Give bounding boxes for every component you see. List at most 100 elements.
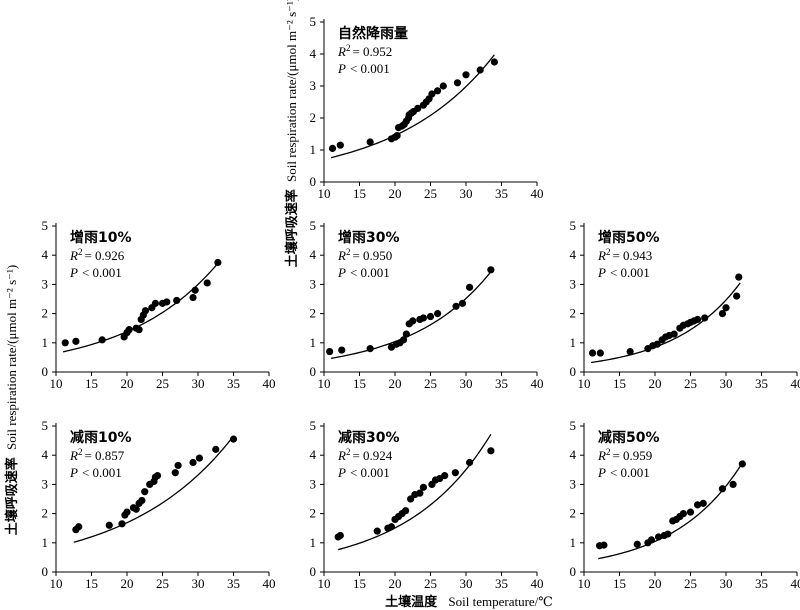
y-tick-label: 0 [42,564,49,579]
y-tick-label: 4 [310,447,317,462]
data-point [409,317,417,325]
data-point [171,469,179,477]
x-tick-label: 25 [424,576,437,591]
p-annotation: P < 0.001 [69,265,122,280]
panel-title: 减雨50% [598,429,660,446]
x-tick-label: 20 [121,376,134,391]
data-point [387,523,396,531]
x-tick-label: 40 [791,376,800,391]
y-tick-label: 4 [42,247,49,262]
panel-title: 增雨10% [70,229,132,246]
data-point [123,508,131,516]
y-tick-label: 2 [310,506,317,521]
x-tick-label: 30 [460,186,473,201]
data-point [229,435,238,443]
panel-title: 增雨30% [338,229,400,246]
x-tick-label: 20 [121,576,134,591]
y-tick-label: 5 [42,418,49,433]
data-point [722,304,730,312]
y-tick-label: 2 [570,306,577,321]
fit-curve [73,435,235,543]
x-tick-label: 20 [389,576,402,591]
data-point [694,315,702,324]
data-point [118,520,126,528]
data-point [738,460,746,468]
data-point [453,79,462,87]
data-point [72,337,80,345]
data-point [203,279,211,287]
lower-y-axis-label-en: Soil respiration rate/(μmol m⁻² s⁻¹) [4,265,19,450]
p-annotation: P < 0.001 [69,465,122,480]
data-point [328,144,337,152]
y-tick-label: 4 [570,247,577,262]
data-point [416,489,424,497]
x-tick-label: 25 [684,376,697,391]
data-point [653,340,661,348]
r2-annotation: R2 = 0.943 [597,247,652,263]
r2-annotation: R2 = 0.952 [337,43,392,59]
top-y-axis-label-en: Soil respiration rate/(μmol m⁻² s⁻¹) [284,0,299,182]
x-tick-label: 35 [495,576,508,591]
y-tick-label: 3 [570,476,577,491]
r2-annotation: R2 = 0.950 [337,247,392,263]
y-tick-label: 3 [42,276,49,291]
data-point [434,310,442,318]
x-tick-label: 15 [613,576,626,591]
x-tick-label: 10 [318,376,331,391]
x-tick-label: 15 [613,376,626,391]
data-point [189,293,197,302]
y-tick-label: 5 [42,218,49,233]
data-point [626,347,634,356]
y-tick-label: 0 [310,364,317,379]
x-tick-label: 20 [649,376,662,391]
data-point [476,66,484,74]
y-tick-label: 2 [42,506,49,521]
panel-3: 10 15 20 25 30 35 40 0 1 2 3 4 5 增雨30%R2 = 0.950 P < 0.0… [310,218,544,391]
x-axis-label-cn: 土壤温度 [385,594,438,610]
data-point [487,266,495,274]
data-point [402,330,410,338]
y-tick-label: 0 [310,174,317,189]
data-point [694,501,702,509]
x-tick-label: 10 [50,576,63,591]
x-tick-label: 40 [531,186,544,201]
x-tick-label: 15 [85,576,98,591]
panel-title: 减雨30% [338,429,400,446]
panel-6: 10 15 20 25 30 35 40 0 1 2 3 4 5 减雨30%R2 = 0.924 P < 0.0… [310,418,544,591]
y-tick-label: 0 [42,364,49,379]
data-point [336,531,344,540]
data-point [402,507,410,515]
x-tick-label: 20 [649,576,662,591]
lower-y-axis-label-cn: 土壤呼吸速率 [4,457,20,535]
data-point [718,485,727,493]
data-point [141,307,150,315]
data-point [451,469,459,477]
data-point [664,530,672,538]
p-annotation: P < 0.001 [597,265,650,280]
data-point [434,87,442,95]
data-point [125,326,133,334]
x-tick-label: 25 [684,576,697,591]
y-tick-label: 1 [570,335,577,350]
r2-annotation: R2 = 0.857 [69,447,125,463]
x-tick-label: 10 [578,576,591,591]
data-point [419,314,427,322]
data-point [174,461,182,470]
x-tick-label: 10 [50,376,63,391]
x-tick-label: 20 [389,186,402,201]
lower-y-axis-label: 土壤呼吸速率 Soil respiration rate/(μmol m⁻² s… [4,265,20,535]
x-tick-label: 15 [353,376,366,391]
p-annotation: P < 0.001 [337,61,390,76]
data-point [98,336,106,344]
data-point [151,299,159,307]
y-tick-label: 1 [310,535,317,550]
data-point [654,533,663,541]
panel-5: 10 15 20 25 30 35 40 0 1 2 3 4 5 减雨10%R2 = 0.857 P < 0.0… [42,418,276,591]
data-point [458,299,467,307]
y-tick-label: 4 [42,447,49,462]
data-point [701,314,709,322]
x-tick-label: 40 [263,576,276,591]
fit-curve [338,433,492,551]
x-tick-label: 35 [755,376,768,391]
